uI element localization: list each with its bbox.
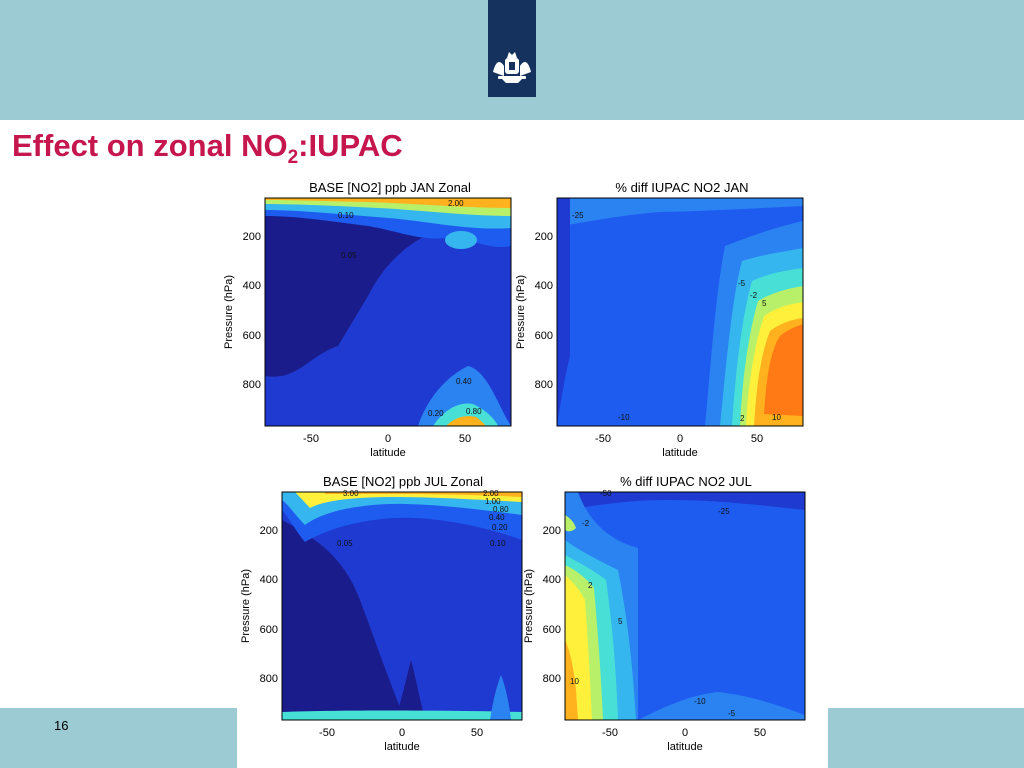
contour-label: -2 xyxy=(750,291,758,300)
contour-label: -25 xyxy=(718,507,730,516)
y-tick-label: 400 xyxy=(260,574,278,586)
y-tick-label: 400 xyxy=(543,574,561,586)
x-tick-label: 0 xyxy=(385,433,391,445)
contour-label: 2.00 xyxy=(448,199,464,208)
x-tick-label: 0 xyxy=(399,727,405,739)
chart-title: BASE [NO2] ppb JAN Zonal xyxy=(309,180,471,195)
x-axis-label: latitude xyxy=(384,741,419,753)
x-tick-label: 50 xyxy=(471,727,483,739)
contour-label: 1.00 xyxy=(485,497,501,506)
y-axis-label: Pressure (hPa) xyxy=(223,275,235,349)
contour-label: 0.20 xyxy=(492,523,508,532)
plot-area: 3.00 2.00 1.00 0.80 0.40 0.20 0.10 0.05 xyxy=(281,489,523,721)
y-axis-label: Pressure (hPa) xyxy=(523,569,535,643)
x-tick-label: 50 xyxy=(754,727,766,739)
contour-label: 0.80 xyxy=(493,505,509,514)
y-tick-label: 800 xyxy=(543,673,561,685)
contour-label: 0.10 xyxy=(338,211,354,220)
plot-area: -25 -10 -5 -2 5 2 10 xyxy=(556,197,804,427)
plot-area: 2.00 0.10 0.05 0.40 0.20 0.80 xyxy=(264,197,512,427)
bottom-band-left xyxy=(0,708,237,768)
contour-label: 0.05 xyxy=(341,251,357,260)
page-number: 16 xyxy=(54,718,69,733)
contour-label: 2.00 xyxy=(483,489,499,498)
x-tick-label: -50 xyxy=(602,727,618,739)
chart-title: BASE [NO2] ppb JUL Zonal xyxy=(323,474,483,489)
contour-label: 0.10 xyxy=(490,539,506,548)
y-tick-label: 200 xyxy=(535,231,553,243)
chart-panel-base-jan: BASE [NO2] ppb JAN Zonal 2.00 0.10 0.05 … xyxy=(218,176,518,466)
y-tick-label: 200 xyxy=(243,231,261,243)
contour-label: -5 xyxy=(728,709,736,718)
contour-label: -50 xyxy=(600,489,612,498)
x-tick-label: 50 xyxy=(459,433,471,445)
chart-panel-base-jul: BASE [NO2] ppb JUL Zonal 3.00 2.00 1.00 … xyxy=(235,470,535,760)
contour-label: -5 xyxy=(738,279,746,288)
x-tick-label: -50 xyxy=(319,727,335,739)
chart-title: % diff IUPAC NO2 JUL xyxy=(620,474,752,489)
y-tick-label: 400 xyxy=(243,280,261,292)
x-tick-label: 50 xyxy=(751,433,763,445)
y-tick-label: 200 xyxy=(260,525,278,537)
x-tick-label: -50 xyxy=(303,433,319,445)
contour-label: 10 xyxy=(772,413,781,422)
contour-label: 0.20 xyxy=(428,409,444,418)
x-tick-label: -50 xyxy=(595,433,611,445)
contour-label: 5 xyxy=(762,299,767,308)
x-tick-label: 0 xyxy=(682,727,688,739)
x-axis-label: latitude xyxy=(667,741,702,753)
y-tick-label: 800 xyxy=(260,673,278,685)
contour-label: 0.40 xyxy=(456,377,472,386)
y-tick-label: 800 xyxy=(243,379,261,391)
x-axis-label: latitude xyxy=(662,447,697,459)
x-tick-label: 0 xyxy=(677,433,683,445)
y-tick-label: 600 xyxy=(535,330,553,342)
y-tick-label: 800 xyxy=(535,379,553,391)
chart-panel-diff-jul: % diff IUPAC NO2 JUL -50 -25 -10 -5 -2 2… xyxy=(518,470,818,760)
y-tick-label: 400 xyxy=(535,280,553,292)
contour-label: 5 xyxy=(618,617,623,626)
contour-label: 0.05 xyxy=(337,539,353,548)
slide-title: Effect on zonal NO2:IUPAC xyxy=(12,128,403,169)
contour-label: -25 xyxy=(572,211,584,220)
chart-panel-diff-jan: % diff IUPAC NO2 JAN -25 -10 -5 -2 5 2 1… xyxy=(510,176,810,466)
contour-label: -2 xyxy=(582,519,590,528)
contour-label: 0.40 xyxy=(489,513,505,522)
contour-label: 3.00 xyxy=(343,489,359,498)
y-axis-label: Pressure (hPa) xyxy=(240,569,252,643)
y-tick-label: 600 xyxy=(260,624,278,636)
contour-label: 0.80 xyxy=(466,407,482,416)
bottom-band-right xyxy=(828,708,1024,768)
logo-box xyxy=(488,0,536,97)
y-axis-label: Pressure (hPa) xyxy=(515,275,527,349)
y-tick-label: 600 xyxy=(543,624,561,636)
y-tick-label: 200 xyxy=(543,525,561,537)
plot-area: -50 -25 -10 -5 -2 2 5 10 xyxy=(564,489,806,721)
chart-title: % diff IUPAC NO2 JAN xyxy=(615,180,748,195)
y-tick-label: 600 xyxy=(243,330,261,342)
contour-label: -10 xyxy=(618,413,630,422)
contour-label: 2 xyxy=(740,414,745,423)
contour-label: 10 xyxy=(570,677,579,686)
contour-label: -10 xyxy=(694,697,706,706)
coat-of-arms-icon xyxy=(493,52,531,83)
x-axis-label: latitude xyxy=(370,447,405,459)
contour-label: 2 xyxy=(588,581,593,590)
